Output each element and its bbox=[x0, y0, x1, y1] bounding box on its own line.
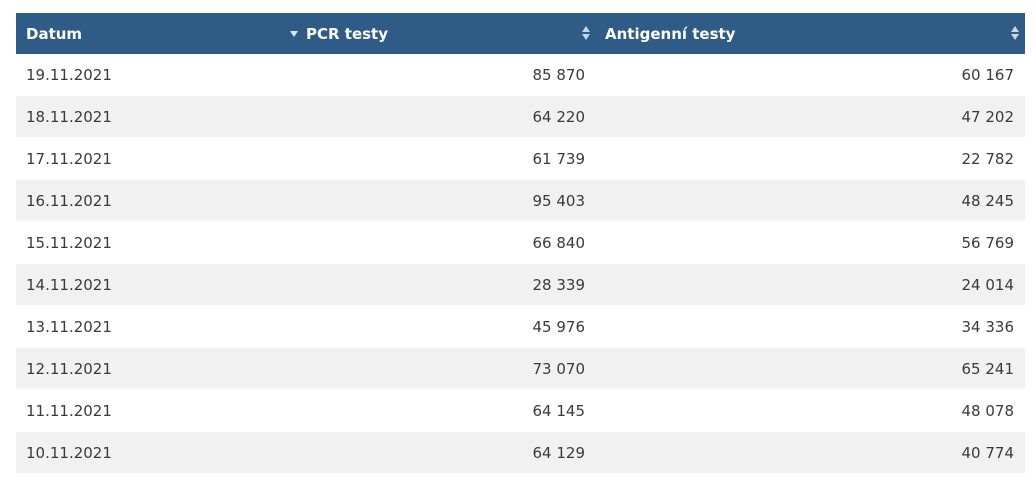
cell-pcr: 28 339 bbox=[532, 275, 586, 294]
data-table: Datum PCR testy Antigenní testy 19.11.20… bbox=[16, 13, 1025, 474]
table-body: 19.11.2021 85 870 60 167 18.11.2021 64 2… bbox=[16, 54, 1025, 474]
column-header-datum[interactable]: Datum bbox=[16, 13, 298, 54]
cell-antigen: 48 078 bbox=[961, 401, 1015, 420]
table-row: 16.11.2021 95 403 48 245 bbox=[16, 180, 1025, 222]
cell-antigen: 60 167 bbox=[961, 65, 1015, 84]
cell-antigen: 34 336 bbox=[961, 317, 1015, 336]
table-header: Datum PCR testy Antigenní testy bbox=[16, 13, 1025, 54]
cell-antigen: 40 774 bbox=[961, 443, 1015, 462]
cell-antigen: 24 014 bbox=[961, 275, 1015, 294]
table-row: 17.11.2021 61 739 22 782 bbox=[16, 138, 1025, 180]
sort-icon bbox=[582, 25, 590, 41]
cell-date: 19.11.2021 bbox=[26, 65, 112, 84]
cell-pcr: 61 739 bbox=[532, 149, 586, 168]
table-row: 12.11.2021 73 070 65 241 bbox=[16, 348, 1025, 390]
cell-date: 17.11.2021 bbox=[26, 149, 112, 168]
column-header-label: Antigenní testy bbox=[605, 24, 736, 43]
table-row: 10.11.2021 64 129 40 774 bbox=[16, 432, 1025, 474]
cell-date: 14.11.2021 bbox=[26, 275, 112, 294]
table-row: 14.11.2021 28 339 24 014 bbox=[16, 264, 1025, 306]
column-header-pcr-testy[interactable]: PCR testy bbox=[296, 13, 596, 54]
cell-pcr: 45 976 bbox=[532, 317, 586, 336]
table-row: 15.11.2021 66 840 56 769 bbox=[16, 222, 1025, 264]
cell-date: 16.11.2021 bbox=[26, 191, 112, 210]
column-header-antigenni-testy[interactable]: Antigenní testy bbox=[596, 13, 1025, 54]
column-header-label: Datum bbox=[26, 24, 83, 43]
sort-descending-icon bbox=[290, 31, 298, 37]
cell-antigen: 22 782 bbox=[961, 149, 1015, 168]
cell-date: 10.11.2021 bbox=[26, 443, 112, 462]
cell-pcr: 64 220 bbox=[532, 107, 586, 126]
table-row: 18.11.2021 64 220 47 202 bbox=[16, 96, 1025, 138]
cell-pcr: 66 840 bbox=[532, 233, 586, 252]
cell-pcr: 73 070 bbox=[532, 359, 586, 378]
cell-antigen: 56 769 bbox=[961, 233, 1015, 252]
cell-date: 11.11.2021 bbox=[26, 401, 112, 420]
cell-pcr: 64 129 bbox=[532, 443, 586, 462]
cell-date: 18.11.2021 bbox=[26, 107, 112, 126]
cell-antigen: 47 202 bbox=[961, 107, 1015, 126]
cell-antigen: 65 241 bbox=[961, 359, 1015, 378]
cell-date: 15.11.2021 bbox=[26, 233, 112, 252]
table-row: 13.11.2021 45 976 34 336 bbox=[16, 306, 1025, 348]
cell-pcr: 64 145 bbox=[532, 401, 586, 420]
cell-pcr: 95 403 bbox=[532, 191, 586, 210]
table-row: 19.11.2021 85 870 60 167 bbox=[16, 54, 1025, 96]
cell-pcr: 85 870 bbox=[532, 65, 586, 84]
table-row: 11.11.2021 64 145 48 078 bbox=[16, 390, 1025, 432]
sort-icon bbox=[1011, 25, 1019, 41]
column-header-label: PCR testy bbox=[306, 24, 388, 43]
cell-antigen: 48 245 bbox=[961, 191, 1015, 210]
cell-date: 13.11.2021 bbox=[26, 317, 112, 336]
cell-date: 12.11.2021 bbox=[26, 359, 112, 378]
